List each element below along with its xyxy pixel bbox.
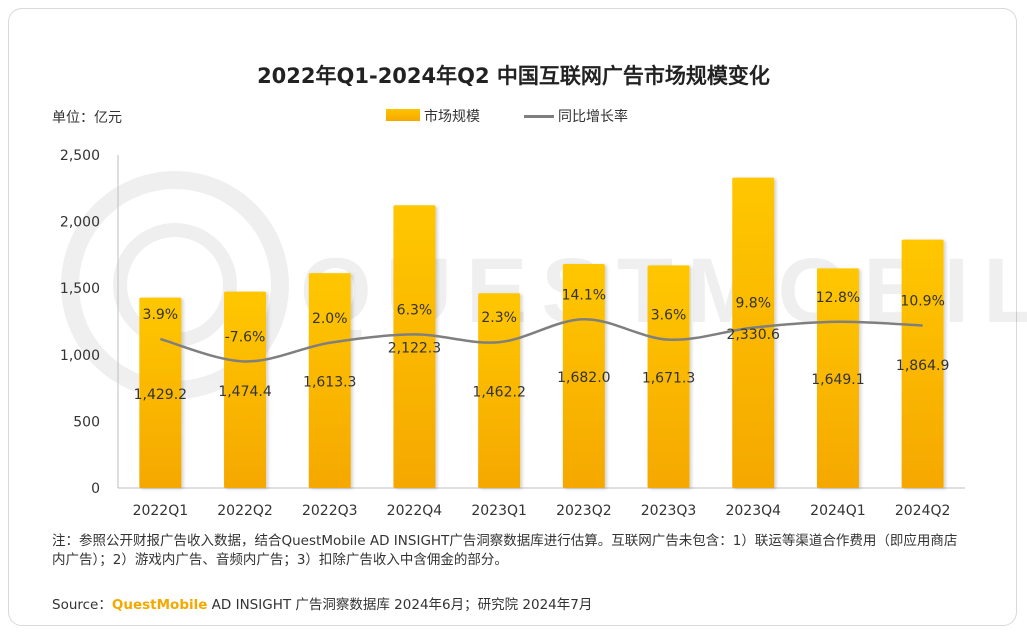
growth-rate-label: 12.8% bbox=[816, 290, 860, 306]
y-tick-label: 2,500 bbox=[60, 148, 100, 164]
bar bbox=[647, 265, 690, 488]
growth-rate-label: 3.9% bbox=[143, 307, 179, 323]
y-tick-label: 1,000 bbox=[60, 348, 100, 364]
footnote: 注：参照公开财报广告收入数据，结合QuestMobile AD INSIGHT广… bbox=[52, 533, 958, 568]
x-tick-label: 2023Q1 bbox=[471, 503, 527, 519]
unit-label: 单位：亿元 bbox=[52, 110, 122, 126]
legend-line-label: 同比增长率 bbox=[558, 109, 628, 125]
bar bbox=[732, 177, 775, 488]
x-tick-label: 2024Q2 bbox=[895, 503, 951, 519]
bar-value-label: 1,682.0 bbox=[557, 370, 610, 386]
x-tick-label: 2022Q3 bbox=[302, 503, 358, 519]
x-tick-label: 2023Q3 bbox=[641, 503, 697, 519]
growth-rate-label: 2.0% bbox=[312, 311, 348, 327]
growth-rate-label: -7.6% bbox=[225, 329, 266, 345]
bar-value-label: 1,864.9 bbox=[896, 358, 949, 374]
source-rest: AD INSIGHT 广告洞察数据库 2024年6月；研究院 2024年7月 bbox=[207, 597, 593, 613]
bar-value-label: 1,429.2 bbox=[134, 387, 187, 403]
x-tick-label: 2022Q2 bbox=[217, 503, 273, 519]
bar-value-label: 1,474.4 bbox=[218, 384, 272, 400]
bar-value-label: 1,462.2 bbox=[472, 385, 525, 401]
legend-bar-label: 市场规模 bbox=[424, 109, 480, 125]
source-line: Source：QuestMobile AD INSIGHT 广告洞察数据库 20… bbox=[52, 593, 592, 613]
legend-bar-swatch bbox=[386, 109, 420, 121]
bar-value-label: 1,613.3 bbox=[303, 375, 356, 391]
x-tick-label: 2022Q4 bbox=[387, 503, 443, 519]
bar bbox=[308, 273, 351, 488]
bar bbox=[901, 239, 944, 488]
bar-value-label: 1,671.3 bbox=[642, 371, 695, 387]
bar-value-label: 2,122.3 bbox=[388, 341, 441, 357]
y-tick-label: 500 bbox=[73, 414, 100, 430]
bar bbox=[139, 297, 182, 488]
bar bbox=[224, 291, 267, 488]
growth-rate-label: 9.8% bbox=[735, 296, 771, 312]
bar-value-label: 2,330.6 bbox=[727, 327, 781, 343]
legend-line-swatch bbox=[524, 115, 554, 118]
x-tick-label: 2022Q1 bbox=[133, 503, 189, 519]
watermark: QUESTMOBILE bbox=[61, 171, 1027, 399]
source-brand: QuestMobile bbox=[111, 597, 208, 613]
growth-rate-label: 10.9% bbox=[900, 293, 944, 309]
x-tick-label: 2023Q2 bbox=[556, 503, 612, 519]
growth-rate-line bbox=[160, 317, 923, 363]
bar-value-label: 1,649.1 bbox=[811, 372, 864, 388]
source-prefix: Source： bbox=[52, 597, 112, 613]
chart-title: 2022年Q1-2024年Q2 中国互联网广告市场规模变化 bbox=[257, 64, 770, 88]
growth-rate-label: 14.1% bbox=[562, 287, 606, 303]
y-tick-label: 2,000 bbox=[60, 215, 100, 231]
bar bbox=[393, 205, 436, 489]
y-tick-label: 1,500 bbox=[60, 281, 100, 297]
x-tick-label: 2023Q4 bbox=[725, 503, 781, 519]
growth-rate-label: 3.6% bbox=[651, 308, 687, 324]
y-tick-label: 0 bbox=[91, 481, 100, 497]
growth-rate-label: 2.3% bbox=[481, 310, 517, 326]
x-tick-label: 2024Q1 bbox=[810, 503, 866, 519]
growth-rate-label: 6.3% bbox=[397, 302, 433, 318]
